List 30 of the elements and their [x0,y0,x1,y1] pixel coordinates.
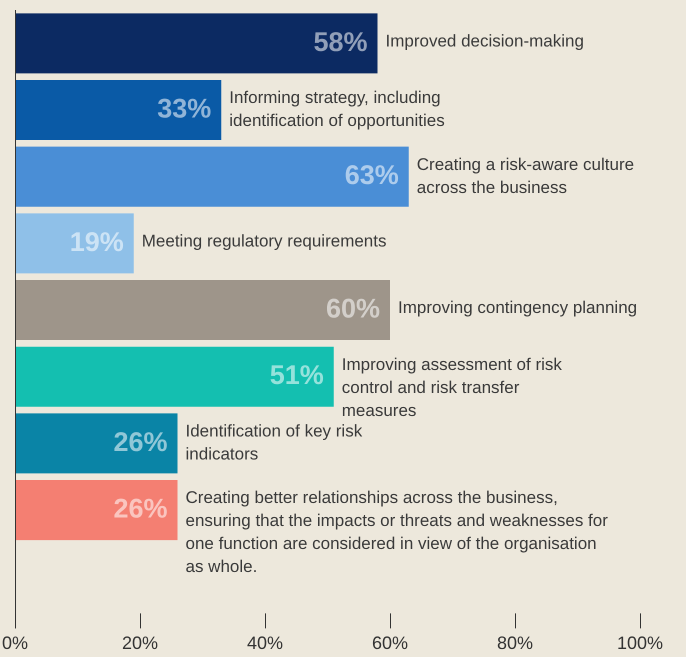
y-tick-label: Creating better relationships across the business, ensuring that the impacts or threats and weaknesses for one function are considered in view of the organisation as whole. [186,488,608,576]
x-tick-label: 80% [496,633,534,654]
y-tick-label: Improved decision-making [386,32,584,51]
data-label: 60% [326,293,380,324]
data-label: 58% [313,26,368,57]
data-label: 63% [344,160,399,190]
data-label: 26% [113,426,168,457]
bar [16,413,178,474]
x-tick-label: 0% [2,633,28,654]
bar [16,13,378,74]
y-tick-label: Improving contingency planning [398,298,638,318]
bar [16,346,334,407]
y-tick-label: Meeting regulatory requirements [142,232,386,251]
data-label: 51% [270,360,324,390]
data-label: 26% [113,494,168,524]
x-tick-label: 100% [616,633,664,654]
x-tick-label: 20% [122,633,158,654]
data-label: 33% [157,93,212,124]
y-tick-label: Creating a risk-aware culture across the business [416,154,634,197]
bar [16,146,409,207]
bar [16,480,178,540]
y-tick-label: Informing strategy, including identification of opportunities [229,88,445,130]
bar [16,80,222,140]
x-tick-label: 40% [246,633,284,654]
y-tick-label: Improving assessment of risk control and risk transfer measures [342,354,562,420]
bar [16,280,390,340]
y-tick-label: Identification of key risk indicators [186,422,363,464]
data-label: 19% [70,226,124,257]
x-tick-label: 60% [372,633,408,654]
bar [16,213,134,274]
